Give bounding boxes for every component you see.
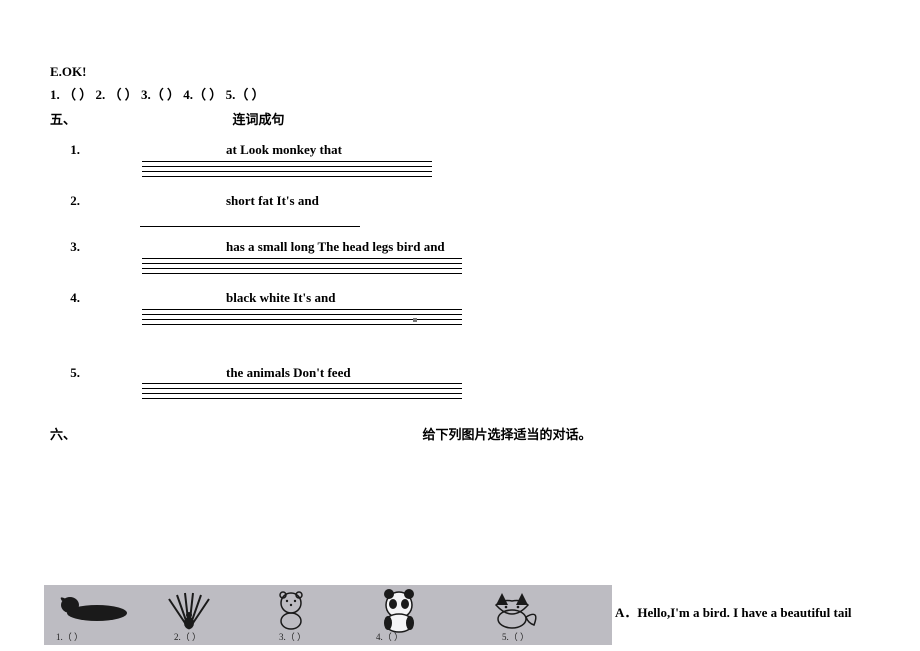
panda-icon: [372, 587, 426, 633]
q2-writing-line[interactable]: [140, 214, 360, 227]
q4-words: black white It's and: [226, 288, 335, 309]
q5-writing-lines[interactable]: [142, 383, 870, 403]
cap-2: 2.（ ）: [174, 630, 201, 643]
center-marker-dot: [413, 318, 417, 322]
blank-2[interactable]: 2. （ ）: [96, 87, 138, 102]
blank-5[interactable]: 5.（ ）: [226, 87, 265, 102]
section-6-num: 六、: [50, 427, 76, 442]
question-5: 5. the animals Don't feed: [50, 363, 870, 384]
blank-1[interactable]: 1. （ ）: [50, 87, 92, 102]
q1-words: at Look monkey that: [226, 140, 342, 161]
question-3: 3. has a small long The head legs bird a…: [50, 237, 870, 258]
section-5-title: 连词成句: [233, 112, 285, 127]
blank-3[interactable]: 3.（ ）: [141, 87, 180, 102]
worksheet-page: E.OK! 1. （ ） 2. （ ） 3.（ ） 4.（ ） 5.（ ） 五、…: [0, 0, 920, 446]
question-1: 1. at Look monkey that: [50, 140, 870, 161]
section-5-header: 五、 连词成句: [50, 110, 870, 131]
question-2: 2. short fat It's and: [50, 191, 870, 212]
question-4: 4. black white It's and: [50, 288, 870, 309]
q1-num: 1.: [50, 140, 86, 161]
q3-words: has a small long The head legs bird and: [226, 237, 445, 258]
picture-panel-left: 1.（ ） 2.（ ） 3.（ ）: [44, 585, 352, 645]
dog-lying-icon: [52, 593, 132, 623]
cap-5: 5.（ ）: [502, 630, 529, 643]
picture-panel-right: 4.（ ） 5.（ ）: [352, 585, 612, 645]
q2-words: short fat It's and: [226, 191, 319, 212]
cap-1: 1.（ ）: [56, 630, 83, 643]
picture-strip: 1.（ ） 2.（ ） 3.（ ） 4.（ ） 5.（ ）: [44, 585, 612, 645]
q2-num: 2.: [50, 191, 86, 212]
q3-writing-lines[interactable]: [142, 258, 870, 278]
q3-num: 3.: [50, 237, 86, 258]
answer-blanks-row: 1. （ ） 2. （ ） 3.（ ） 4.（ ） 5.（ ）: [50, 85, 870, 106]
q1-writing-lines[interactable]: [142, 161, 870, 181]
q4-writing-lines[interactable]: [142, 309, 870, 329]
q4-num: 4.: [50, 288, 86, 309]
section-6-title: 给下列图片选择适当的对话。: [423, 427, 592, 442]
section-6-header: 六、 给下列图片选择适当的对话。: [50, 425, 870, 446]
q5-words: the animals Don't feed: [226, 363, 351, 384]
q5-num: 5.: [50, 363, 86, 384]
cap-3: 3.（ ）: [279, 630, 306, 643]
option-a-text: A．Hello,I'm a bird. I have a beautiful t…: [615, 602, 852, 621]
peacock-icon: [159, 589, 219, 631]
option-e-line: E.OK!: [50, 62, 870, 83]
fox-icon: [482, 589, 542, 631]
bear-icon: [269, 589, 313, 631]
cap-4: 4.（ ）: [376, 630, 403, 643]
blank-4[interactable]: 4.（ ）: [183, 87, 222, 102]
section-5-num: 五、: [50, 112, 76, 127]
